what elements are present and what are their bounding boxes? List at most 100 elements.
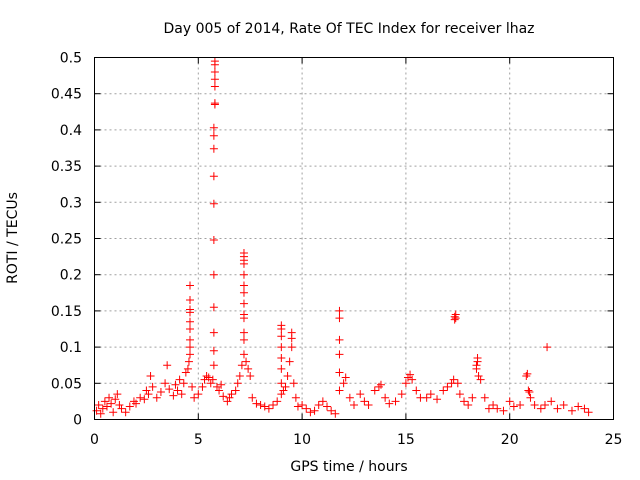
data-point bbox=[209, 123, 218, 132]
data-point bbox=[239, 248, 248, 257]
data-point bbox=[580, 404, 589, 413]
data-point bbox=[277, 379, 286, 388]
data-point bbox=[105, 393, 114, 402]
data-point bbox=[210, 99, 219, 108]
data-point bbox=[217, 380, 226, 389]
data-point bbox=[209, 199, 218, 208]
y-tick-label: 0.2 bbox=[60, 268, 82, 284]
data-point bbox=[331, 409, 340, 418]
data-point bbox=[449, 375, 458, 384]
data-point bbox=[239, 328, 248, 337]
data-point bbox=[472, 361, 481, 370]
data-point bbox=[339, 379, 348, 388]
data-point bbox=[92, 406, 101, 415]
data-point bbox=[246, 372, 255, 381]
data-point bbox=[239, 310, 248, 319]
data-point bbox=[543, 343, 552, 352]
data-point bbox=[385, 399, 394, 408]
data-point bbox=[136, 393, 145, 402]
data-point bbox=[142, 386, 151, 395]
data-point bbox=[181, 368, 190, 377]
data-point bbox=[584, 408, 593, 417]
data-point bbox=[364, 401, 373, 410]
data-point bbox=[277, 343, 286, 352]
data-point bbox=[212, 382, 221, 391]
data-point bbox=[209, 328, 218, 337]
y-tick-label: 0.15 bbox=[51, 304, 82, 320]
data-point bbox=[235, 372, 244, 381]
data-point bbox=[335, 386, 344, 395]
data-point bbox=[129, 397, 138, 406]
data-point bbox=[185, 325, 194, 333]
data-point bbox=[281, 382, 290, 391]
data-point bbox=[287, 328, 296, 337]
y-tick-label: 0 bbox=[73, 413, 82, 429]
y-tick-label: 0.25 bbox=[51, 232, 82, 248]
y-tick-label: 0.3 bbox=[60, 195, 82, 211]
data-point bbox=[287, 343, 296, 352]
y-tick-label: 0.1 bbox=[60, 340, 82, 356]
data-point bbox=[453, 379, 462, 388]
data-point bbox=[188, 382, 197, 391]
data-point bbox=[443, 382, 452, 391]
x-tick-label: 0 bbox=[90, 432, 99, 448]
data-point bbox=[223, 397, 232, 406]
data-point bbox=[314, 401, 323, 410]
data-point bbox=[574, 402, 583, 411]
x-tick-label: 15 bbox=[397, 432, 415, 448]
data-point bbox=[169, 391, 178, 400]
data-point bbox=[350, 401, 358, 410]
data-point bbox=[96, 409, 105, 418]
data-point bbox=[523, 369, 532, 378]
data-point bbox=[148, 382, 157, 391]
data-point bbox=[115, 401, 124, 410]
data-point bbox=[381, 393, 390, 402]
data-point bbox=[239, 288, 248, 297]
data-point bbox=[335, 314, 344, 323]
data-point bbox=[397, 390, 406, 399]
y-tick-label: 0.05 bbox=[51, 376, 82, 392]
data-point bbox=[185, 350, 194, 359]
data-point bbox=[152, 393, 161, 402]
chart-title: Day 005 of 2014, Rate Of TEC Index for r… bbox=[163, 21, 534, 37]
data-point bbox=[132, 399, 141, 408]
data-point bbox=[406, 370, 415, 379]
data-point bbox=[209, 172, 218, 181]
data-point bbox=[489, 401, 498, 410]
data-point bbox=[144, 390, 153, 399]
x-tick-label: 5 bbox=[194, 432, 203, 448]
data-point bbox=[121, 408, 130, 417]
data-point bbox=[291, 393, 300, 402]
data-point bbox=[460, 397, 469, 406]
data-point bbox=[239, 281, 248, 290]
data-point bbox=[198, 382, 207, 391]
data-point bbox=[173, 386, 182, 395]
data-point bbox=[239, 299, 248, 308]
data-point bbox=[231, 386, 240, 395]
data-point bbox=[190, 393, 199, 402]
x-tick-label: 10 bbox=[293, 432, 311, 448]
data-point bbox=[125, 402, 134, 411]
data-point bbox=[185, 317, 194, 326]
data-point bbox=[175, 375, 184, 384]
data-point bbox=[273, 397, 282, 406]
y-axis-ticks: 0 0.05 0.1 0.15 0.2 0.25 0.3 0.35 0.4 0.45 0.5 bbox=[51, 51, 614, 429]
data-point bbox=[102, 402, 111, 411]
data-point bbox=[455, 390, 464, 399]
data-point bbox=[499, 406, 508, 415]
y-tick-label: 0.45 bbox=[51, 87, 82, 103]
data-point bbox=[553, 404, 562, 413]
data-point bbox=[401, 379, 410, 388]
data-point bbox=[451, 310, 460, 319]
data-point bbox=[285, 357, 294, 366]
data-point bbox=[306, 408, 315, 417]
data-point bbox=[277, 390, 286, 399]
data-point bbox=[215, 386, 224, 395]
data-point bbox=[242, 357, 251, 366]
y-tick-label: 0.35 bbox=[51, 159, 82, 175]
data-point bbox=[100, 397, 109, 406]
data-point bbox=[559, 401, 568, 410]
data-point bbox=[209, 270, 218, 279]
data-point bbox=[522, 372, 531, 381]
data-point bbox=[237, 361, 246, 370]
